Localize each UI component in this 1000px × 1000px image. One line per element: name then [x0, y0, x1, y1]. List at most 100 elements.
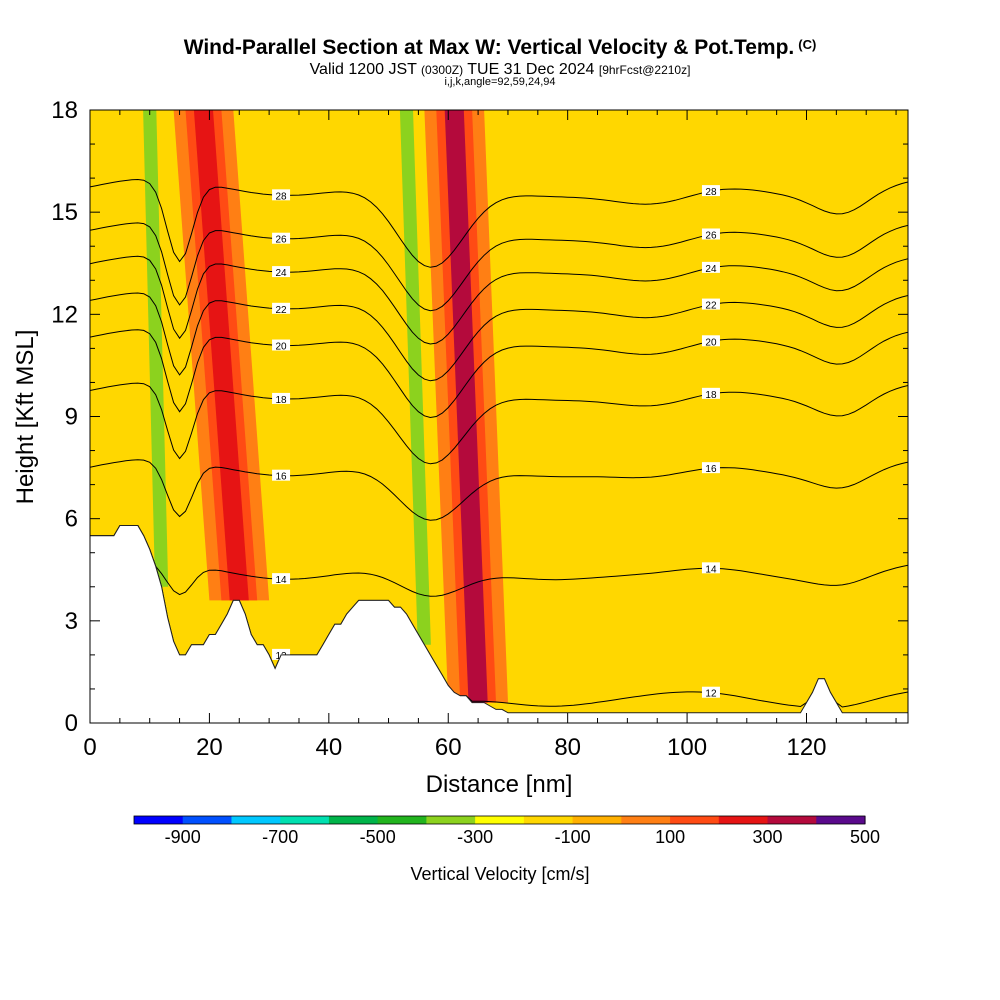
y-tick-label-12: 12: [51, 301, 78, 328]
updraft-band-1-core: [444, 110, 488, 703]
theta-label-bg-24-0: [272, 266, 291, 278]
theta-label-20-1: 20: [705, 337, 717, 348]
theta-contour-20: [90, 329, 908, 419]
theta-label-26-0: 26: [276, 235, 288, 246]
downdraft-band-0-core: [143, 110, 169, 587]
colorbar: -900 -700 -500 -300 -100 100 300 500: [133, 815, 880, 847]
colorbar-label: Vertical Velocity [cm/s]: [410, 864, 589, 884]
colorbar-swatch-13: [767, 816, 817, 824]
chart-title: Wind-Parallel Section at Max W: Vertical…: [0, 36, 1000, 60]
theta-label-24-0: 24: [276, 268, 288, 279]
theta-label-bg-28-0: [272, 189, 291, 201]
theta-label-26-1: 26: [705, 230, 717, 241]
theta-label-bg-20-0: [272, 339, 291, 351]
theta-label-18-1: 18: [705, 390, 717, 401]
theta-label-bg-12-0: [272, 648, 291, 660]
theta-contour-28: [90, 178, 908, 268]
theta-label-bg-12-1: [701, 686, 720, 698]
y-tick-label-18: 18: [51, 97, 78, 124]
y-tick-label-3: 3: [65, 608, 78, 635]
y-tick-label-9: 9: [65, 404, 78, 431]
colorbar-swatch-6: [426, 816, 476, 824]
theta-label-bg-22-1: [701, 298, 720, 310]
colorbar-swatch-9: [572, 816, 622, 824]
theta-label-bg-14-1: [701, 562, 720, 574]
theta-label-16-1: 16: [705, 464, 717, 475]
theta-label-bg-28-1: [701, 185, 720, 197]
colorbar-swatch-11: [670, 816, 720, 824]
plot-frame: [89, 109, 909, 724]
theta-label-bg-16-0: [272, 469, 291, 481]
valid-prefix: Valid 1200 JST: [309, 61, 417, 78]
chart-title-text: Wind-Parallel Section at Max W: Vertical…: [183, 36, 795, 59]
colorbar-swatch-2: [231, 816, 281, 824]
theta-label-20-0: 20: [276, 342, 288, 353]
colorbar-tick-label-0: -900: [165, 827, 201, 847]
theta-label-14-1: 14: [705, 564, 717, 575]
theta-contour-26: [90, 222, 908, 312]
x-tick-label-120: 120: [786, 734, 826, 761]
x-tick-label-80: 80: [554, 734, 581, 761]
theta-label-bg-14-0: [272, 573, 291, 585]
theta-label-12-1: 12: [705, 689, 717, 700]
theta-label-28-1: 28: [705, 187, 717, 198]
colorbar-swatch-5: [377, 816, 427, 824]
theta-label-14-0: 14: [276, 575, 288, 586]
theta-label-bg-18-1: [701, 387, 720, 399]
axes: 0 20 40 60 80 100 120 0 3 6 9 12 15 18: [51, 97, 826, 761]
colorbar-tick-label-3: -300: [457, 827, 493, 847]
x-tick-label-100: 100: [667, 734, 707, 761]
colorbar-swatch-14: [816, 816, 866, 824]
theta-contour-14: [90, 525, 908, 597]
x-tick-label-40: 40: [315, 734, 342, 761]
theta-label-22-0: 22: [276, 305, 288, 316]
theta-label-16-0: 16: [276, 472, 288, 483]
theta-label-22-1: 22: [705, 301, 717, 312]
colorbar-swatch-0: [134, 816, 184, 824]
y-tick-label-0: 0: [65, 710, 78, 737]
theta-contour-24: [90, 255, 908, 345]
theta-label-24-1: 24: [705, 264, 717, 275]
chart-subtitle: Valid 1200 JST (0300Z) TUE 31 Dec 2024 […: [0, 61, 1000, 79]
y-tick-label-6: 6: [65, 506, 78, 533]
colorbar-tick-label-5: 100: [655, 827, 685, 847]
colorbar-tick-label-4: -100: [555, 827, 591, 847]
colorbar-swatch-12: [718, 816, 769, 824]
valid-utc: (0300Z): [421, 63, 464, 77]
colorbar-swatch-3: [280, 816, 330, 824]
theta-label-bg-20-1: [701, 335, 720, 347]
colorbar-swatch-4: [328, 816, 379, 824]
x-axis-label: Distance [nm]: [426, 771, 573, 798]
y-tick-label-15: 15: [51, 199, 78, 226]
theta-contour-22: [90, 292, 908, 382]
colorbar-swatch-8: [523, 816, 574, 824]
colorbar-tick-label-6: 300: [752, 827, 782, 847]
grid-indices: i,j,k,angle=92,59,24,94: [444, 76, 556, 88]
valid-date: TUE 31 Dec 2024: [467, 61, 595, 78]
x-tick-label-20: 20: [196, 734, 223, 761]
colorbar-swatch-10: [621, 816, 671, 824]
theta-label-bg-24-1: [701, 261, 720, 273]
theta-label-bg-16-1: [701, 462, 720, 474]
x-tick-label-0: 0: [83, 734, 96, 761]
colorbar-swatch-1: [182, 816, 233, 824]
plot-area: 121214141616181820202222242426262828: [90, 110, 908, 723]
theta-contour-18: [90, 382, 908, 465]
downdraft-band-1-core: [399, 110, 431, 645]
y-axis-label: Height [Kft MSL]: [12, 330, 39, 505]
colorbar-border: [133, 815, 866, 825]
updraft-band-0-core: [193, 110, 249, 601]
forecast-info: [9hrFcst@2210z]: [598, 63, 691, 77]
terrain: [90, 525, 908, 723]
x-tick-label-60: 60: [435, 734, 462, 761]
theta-label-18-0: 18: [276, 395, 288, 406]
theta-label-bg-22-0: [272, 302, 291, 314]
theta-label-28-0: 28: [276, 191, 288, 202]
theta-label-bg-26-1: [701, 228, 720, 240]
theta-contour-16: [90, 459, 908, 521]
colorbar-tick-label-7: 500: [850, 827, 880, 847]
colorbar-swatch-7: [475, 816, 525, 824]
theta-label-bg-18-0: [272, 392, 291, 404]
colorbar-tick-label-2: -500: [360, 827, 396, 847]
